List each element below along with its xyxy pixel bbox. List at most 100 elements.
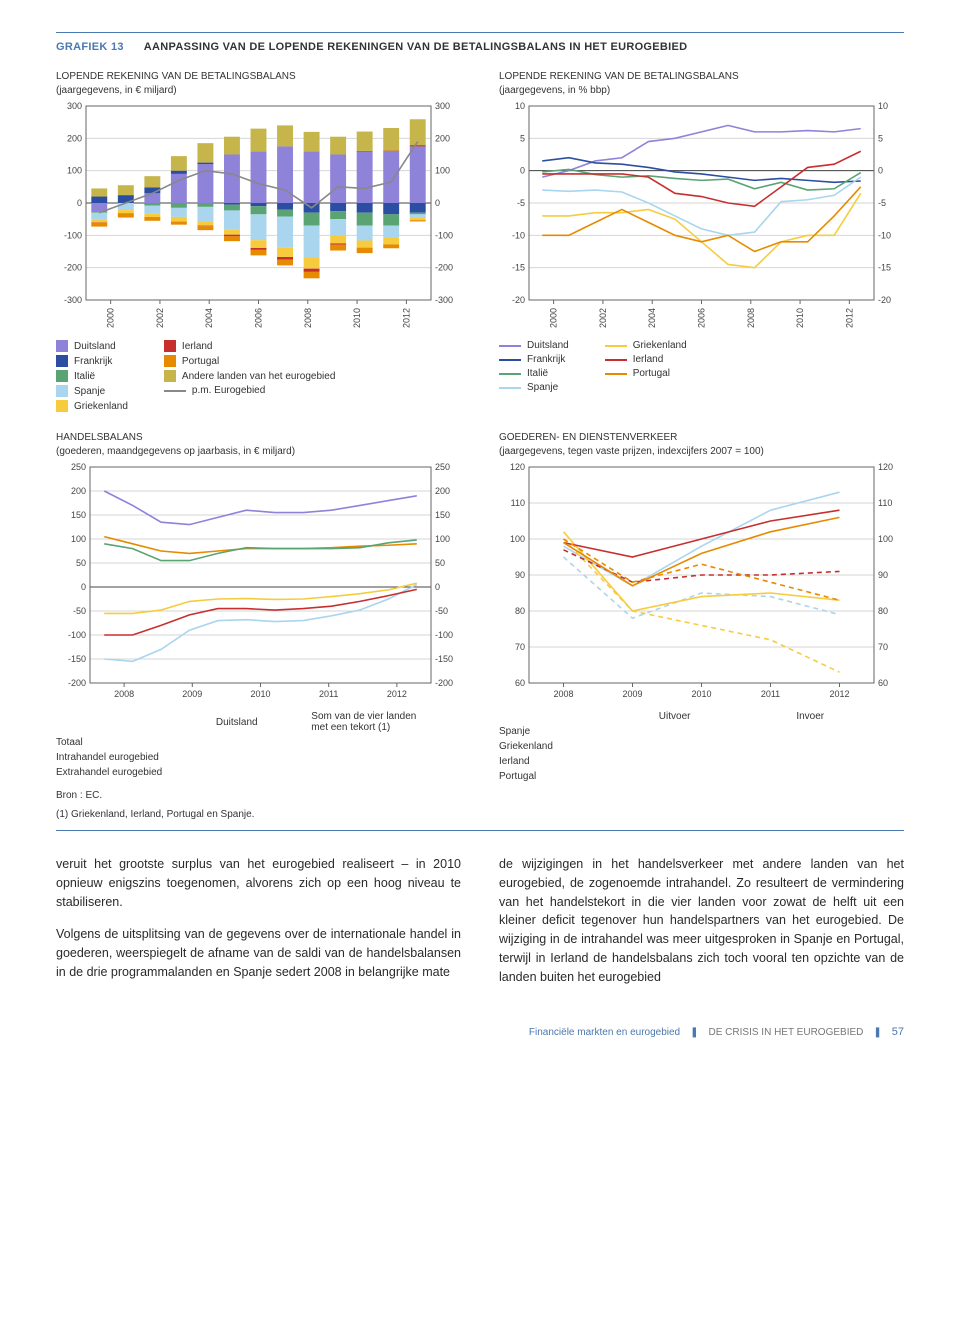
legend-item: Italië [499, 368, 569, 379]
svg-text:300: 300 [435, 102, 450, 111]
svg-text:2010: 2010 [795, 308, 805, 328]
svg-text:2011: 2011 [761, 689, 780, 699]
svg-text:-50: -50 [73, 606, 86, 616]
svg-text:100: 100 [435, 166, 450, 176]
legend-swatch [56, 400, 68, 412]
legend-item: p.m. Eurogebied [164, 385, 335, 396]
legend-label: Frankrijk [527, 354, 565, 365]
svg-text:10: 10 [515, 102, 525, 111]
svg-text:100: 100 [435, 534, 450, 544]
grafik-title: AANPASSING VAN DE LOPENDE REKENINGEN VAN… [144, 41, 688, 53]
legend-cell: Invoer [796, 711, 904, 722]
svg-text:-15: -15 [878, 263, 891, 273]
legend-row-top: Duitsland Frankrijk Italië Spanje Griekenlan… [56, 340, 904, 412]
legend-swatch [499, 373, 521, 375]
legend-label: Ierland [633, 354, 664, 365]
chart2-subtitle: (jaargegevens, in % bbp) [499, 85, 904, 96]
svg-text:200: 200 [435, 133, 450, 143]
legend-cell: Portugal [499, 771, 633, 782]
svg-text:2010: 2010 [250, 689, 270, 699]
legend-swatch [164, 355, 176, 367]
legend-item: Frankrijk [499, 354, 569, 365]
legend-swatch [605, 373, 627, 375]
body-right-p1: de wijzigingen in het handelsverkeer met… [499, 855, 904, 986]
legend-item: Griekenland [56, 400, 128, 412]
svg-text:-150: -150 [68, 654, 86, 664]
svg-text:70: 70 [515, 642, 525, 652]
legend-item: Spanje [56, 385, 128, 397]
legend-item: Duitsland [499, 340, 569, 351]
footer-chapter: DE CRISIS IN HET EUROGEBIED [709, 1027, 864, 1038]
svg-text:100: 100 [510, 534, 525, 544]
svg-text:2004: 2004 [647, 308, 657, 328]
svg-text:0: 0 [435, 582, 440, 592]
svg-text:100: 100 [67, 166, 82, 176]
legend-swatch [605, 345, 627, 347]
svg-text:2012: 2012 [829, 689, 849, 699]
svg-text:-5: -5 [878, 198, 886, 208]
footer-bar-icon: ❚ [690, 1027, 698, 1038]
svg-text:2009: 2009 [622, 689, 642, 699]
body-left-p2: Volgens de uitsplitsing van de gegevens … [56, 925, 461, 981]
svg-text:80: 80 [515, 606, 525, 616]
legend-label: Andere landen van het eurogebied [182, 371, 335, 382]
svg-text:150: 150 [435, 510, 450, 520]
legend-swatch [164, 390, 186, 392]
legend-item: Andere landen van het eurogebied [164, 370, 335, 382]
legend-label: Frankrijk [74, 356, 112, 367]
svg-text:120: 120 [878, 463, 893, 472]
svg-text:-100: -100 [435, 630, 453, 640]
svg-text:-5: -5 [517, 198, 525, 208]
legend-swatch [56, 370, 68, 382]
svg-text:2006: 2006 [697, 308, 707, 328]
legend-label: p.m. Eurogebied [192, 385, 265, 396]
legend-swatch [56, 355, 68, 367]
legend-item: Frankrijk [56, 355, 128, 367]
legend-label: Duitsland [527, 340, 569, 351]
chart4-title: GOEDEREN- EN DIENSTENVERKEER [499, 432, 904, 444]
legend-swatch [56, 340, 68, 352]
body-text: veruit het grootste surplus van het euro… [56, 855, 904, 986]
legend-item: Duitsland [56, 340, 128, 352]
svg-text:200: 200 [67, 133, 82, 143]
svg-text:-300: -300 [64, 295, 82, 305]
svg-text:250: 250 [435, 463, 450, 472]
chart2-line: -20-20-15-15-10-10-5-5005510102000200220… [499, 102, 904, 332]
svg-text:110: 110 [878, 498, 892, 508]
legend-label: Duitsland [74, 341, 116, 352]
grafik-number: GRAFIEK 13 [56, 41, 124, 53]
separator-rule [56, 830, 904, 831]
legend-cell: Griekenland [499, 741, 633, 752]
svg-text:60: 60 [878, 678, 888, 688]
legend-cell: Totaal [56, 737, 192, 748]
svg-text:2012: 2012 [401, 308, 411, 328]
svg-text:300: 300 [67, 102, 82, 111]
svg-text:110: 110 [511, 498, 525, 508]
legend-cell: Extrahandel eurogebied [56, 767, 192, 778]
svg-text:120: 120 [510, 463, 525, 472]
svg-text:2010: 2010 [691, 689, 711, 699]
svg-text:-100: -100 [68, 630, 86, 640]
legend-item: Ierland [164, 340, 335, 352]
legend-label: Spanje [527, 382, 558, 393]
chart2-title: LOPENDE REKENING VAN DE BETALINGSBALANS [499, 71, 904, 83]
svg-text:10: 10 [878, 102, 888, 111]
svg-text:2002: 2002 [155, 308, 165, 328]
chart3-line: -200-200-150-150-100-100-50-500050501001… [56, 463, 461, 703]
legend-item: Spanje [499, 382, 569, 393]
svg-text:-200: -200 [68, 678, 86, 688]
source-bron: Bron : EC. [56, 790, 904, 801]
svg-text:-150: -150 [435, 654, 453, 664]
chart1-stacked-bar: -300-300-200-200-100-1000010010020020030… [56, 102, 461, 332]
footer-page: 57 [892, 1026, 904, 1038]
legend-label: Ierland [182, 341, 213, 352]
legend-item: Griekenland [605, 340, 687, 351]
legend-label: Italië [527, 368, 548, 379]
svg-text:0: 0 [878, 166, 883, 176]
svg-text:2008: 2008 [553, 689, 573, 699]
svg-text:60: 60 [515, 678, 525, 688]
legend-swatch [605, 359, 627, 361]
svg-text:2000: 2000 [549, 308, 559, 328]
svg-text:2008: 2008 [303, 308, 313, 328]
footer-section: Financiële markten en eurogebied [529, 1027, 680, 1038]
